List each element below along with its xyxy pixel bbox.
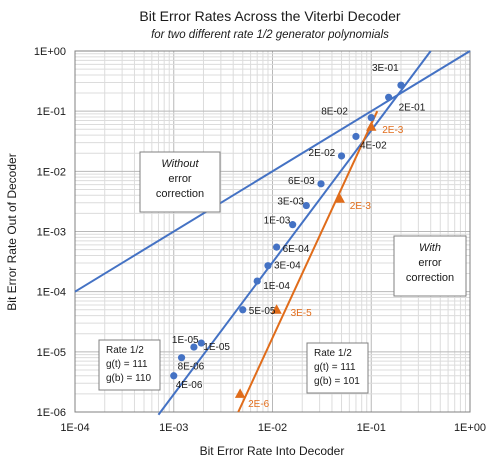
data-point-label: 2E-3 <box>350 201 372 212</box>
x-tick-label: 1E-03 <box>159 422 188 434</box>
data-point-label: 2E-6 <box>248 399 270 410</box>
point-labels: 4E-06 8E-06 1E-05 1E-05 5E-05 1E-04 3E-04 6E-04… <box>172 63 426 410</box>
without-correction-note: Without error correction <box>139 151 221 213</box>
data-point-label: 4E-06 <box>176 380 203 391</box>
data-point-triangle <box>366 121 377 131</box>
polynomial-legend-110-line: g(t) = 111 <box>106 359 148 370</box>
annotation-boxes: Without error correction With error correctio… <box>98 151 467 394</box>
without-correction-note-line: Without <box>161 158 199 170</box>
data-point-label: 1E-03 <box>264 216 291 227</box>
data-point-circle <box>385 93 393 101</box>
polynomial-legend-110-box <box>98 339 161 391</box>
data-point-label: 3E-5 <box>291 308 313 319</box>
data-point-label: 4E-02 <box>360 140 387 151</box>
polynomial-legend-101-line: Rate 1/2 <box>314 348 352 359</box>
y-axis-label: Bit Error Rate Out of Decoder <box>5 153 19 310</box>
y-tick-label: 1E+00 <box>34 46 66 58</box>
data-point-label: 3E-04 <box>274 261 301 272</box>
data-point-label: 2E-3 <box>382 125 404 136</box>
with-correction-note: With error correction <box>393 235 467 297</box>
y-tick-label: 1E-06 <box>37 407 66 419</box>
data-point-circle <box>302 201 310 210</box>
data-point-circle <box>272 243 281 251</box>
polynomial-legend-101-box <box>306 342 369 394</box>
without-correction-note-line: error <box>168 173 192 185</box>
y-tick-label: 1E-02 <box>37 166 66 178</box>
with-correction-note-box <box>393 235 467 297</box>
data-point-circle <box>367 114 375 122</box>
data-point-circle <box>170 372 178 380</box>
data-point-circle <box>397 81 405 89</box>
y-tick-label: 1E-01 <box>37 106 66 118</box>
x-tick-label: 1E-02 <box>258 422 287 434</box>
x-tick-label: 1E+00 <box>454 422 486 434</box>
chart-title: Bit Error Rates Across the Viterbi Decod… <box>139 8 401 24</box>
polynomial-legend-110: Rate 1/2 g(t) = 111 g(b) = 110 <box>98 339 161 391</box>
data-point-label: 2E-02 <box>309 148 336 159</box>
data-point-label: 6E-03 <box>288 176 315 187</box>
plot-area-frame <box>74 50 471 413</box>
data-point-label: 1E-04 <box>263 281 290 292</box>
data-point-label: 3E-01 <box>372 63 399 74</box>
data-point-triangle <box>234 388 246 398</box>
data-point-circle <box>177 354 186 362</box>
x-tick-label: 1E-04 <box>60 422 89 434</box>
y-tick-label: 1E-04 <box>37 287 66 299</box>
data-points <box>170 81 405 398</box>
data-point-circle <box>352 132 360 141</box>
data-point-circle <box>317 180 325 188</box>
data-point-circle <box>253 277 261 285</box>
data-point-circle <box>289 221 297 229</box>
with-correction-note-line: correction <box>406 272 454 284</box>
without-correction-note-line: correction <box>156 188 204 200</box>
x-axis-label: Bit Error Rate Into Decoder <box>200 444 345 458</box>
data-point-triangle <box>271 304 282 314</box>
data-point-circle <box>239 306 247 314</box>
trend-lines <box>74 50 471 416</box>
polynomial-legend-110-line: g(b) = 110 <box>106 373 152 384</box>
data-point-circle <box>264 262 272 270</box>
trendline-series-2 <box>237 110 379 413</box>
data-point-circle <box>197 339 205 347</box>
polynomial-legend-101-line: g(b) = 101 <box>314 376 360 387</box>
y-tick-label: 1E-05 <box>37 347 66 359</box>
chart-subtitle: for two different rate 1/2 generator pol… <box>151 29 389 41</box>
with-correction-note-line: error <box>418 257 442 269</box>
axis-ticks: 1E-04 1E-03 1E-02 1E-01 1E+00 1E+00 1E-01 1E-02… <box>34 46 486 434</box>
data-point-label: 8E-06 <box>178 362 205 373</box>
data-point-circle <box>337 152 346 160</box>
data-point-label: 5E-05 <box>249 306 276 317</box>
data-point-circle <box>190 343 198 351</box>
data-point-label: 2E-01 <box>399 102 426 113</box>
x-tick-label: 1E-01 <box>357 422 386 434</box>
without-correction-note-box <box>139 151 221 213</box>
trendline-series-3 <box>74 50 471 293</box>
data-point-label: 1E-05 <box>203 342 230 353</box>
data-point-label: 8E-02 <box>321 107 348 118</box>
y-tick-label: 1E-03 <box>37 227 66 239</box>
data-point-label: 1E-05 <box>172 335 199 346</box>
polynomial-legend-101: Rate 1/2 g(t) = 111 g(b) = 101 <box>306 342 369 394</box>
data-point-label: 6E-04 <box>283 244 310 255</box>
polynomial-legend-101-line: g(t) = 111 <box>314 362 356 373</box>
trendline-series-1 <box>157 50 432 416</box>
data-point-triangle <box>334 193 345 203</box>
data-point-label: 3E-03 <box>277 197 304 208</box>
polynomial-legend-110-line: Rate 1/2 <box>106 345 144 356</box>
with-correction-note-line: With <box>419 242 441 254</box>
